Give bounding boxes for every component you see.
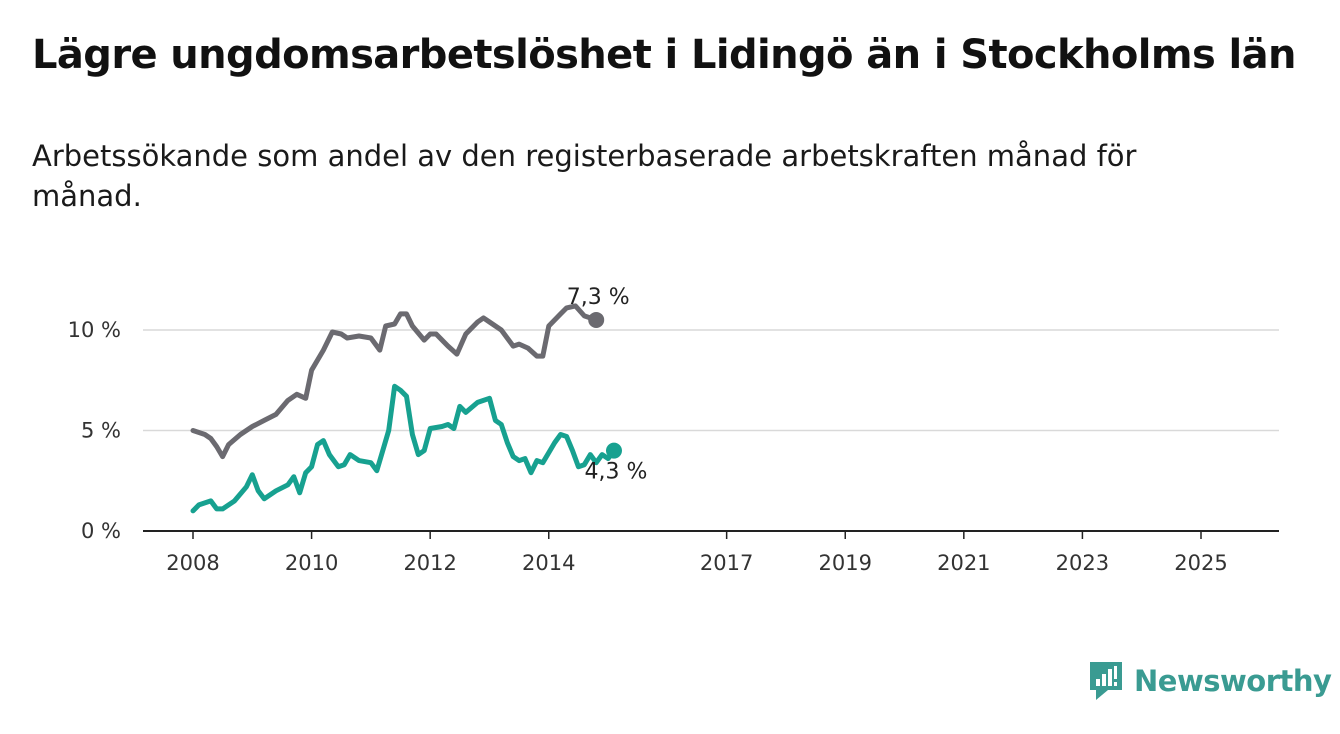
x-axis-ticks: 2008 2010 2012 2014 2017 2019 2021 2023 2025 bbox=[166, 531, 1228, 575]
y-tick-label: 5 % bbox=[81, 419, 121, 443]
x-tick-label: 2019 bbox=[819, 551, 872, 575]
end-value-label-lidingo: 4,3 % bbox=[585, 460, 648, 485]
series-lines bbox=[190, 303, 622, 514]
brand-logo: Newsworthy bbox=[1088, 660, 1332, 702]
y-axis-ticks: 0 % 5 % 10 % bbox=[68, 318, 121, 543]
x-tick-label: 2008 bbox=[166, 551, 219, 575]
series-line-lidingo bbox=[190, 383, 617, 514]
y-tick-label: 0 % bbox=[81, 519, 121, 543]
x-tick-label: 2017 bbox=[700, 551, 753, 575]
x-tick-label: 2014 bbox=[522, 551, 575, 575]
chart-title: Lägre ungdomsarbetslöshet i Lidingö än i… bbox=[32, 32, 1296, 78]
y-tick-label: 10 % bbox=[68, 318, 121, 342]
end-value-label-stockholm: 7,3 % bbox=[567, 285, 630, 310]
x-tick-label: 2021 bbox=[937, 551, 990, 575]
x-tick-label: 2025 bbox=[1174, 551, 1227, 575]
gridlines bbox=[143, 329, 1279, 432]
series-line-stockholm bbox=[190, 303, 599, 460]
newsworthy-logo-icon bbox=[1090, 662, 1122, 700]
chart-subtitle: Arbetssökande som andel av den registerb… bbox=[32, 139, 1137, 213]
x-tick-label: 2010 bbox=[285, 551, 338, 575]
x-tick-label: 2023 bbox=[1056, 551, 1109, 575]
x-tick-label: 2012 bbox=[403, 551, 456, 575]
brand-name: Newsworthy bbox=[1134, 664, 1332, 698]
series-labels: 7,3 %Stockholms län4,3 %Lidingö bbox=[567, 285, 648, 485]
end-point-stockholm bbox=[588, 311, 605, 328]
end-point-lidingo bbox=[605, 442, 622, 459]
